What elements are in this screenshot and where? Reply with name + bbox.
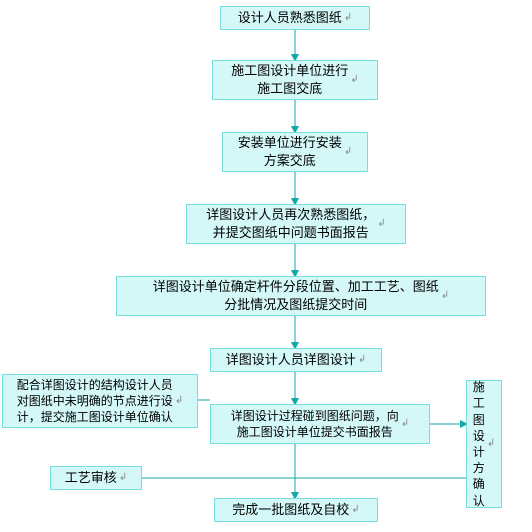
flownode-label: 配合详图设计的结构设计人员对图纸中未明确的节点进行设计，提交施工图设计单位确认: [17, 377, 173, 426]
flownode-label: 详图设计单位确定杆件分段位置、加工工艺、图纸分批情况及图纸提交时间: [153, 278, 439, 313]
editmark-icon: ↲: [350, 73, 358, 87]
editmark-icon: ↲: [441, 289, 449, 303]
flownode-label: 工艺审核: [65, 469, 117, 487]
flownode-n4: 详图设计人员再次熟悉图纸，并提交图纸中问题书面报告↲: [186, 204, 406, 244]
flownode-n11: 完成一批图纸及自校↲: [214, 498, 378, 522]
editmark-icon: ↲: [358, 353, 366, 367]
flownode-n10: 工艺审核↲: [50, 466, 142, 490]
editmark-icon: ↲: [344, 145, 352, 159]
flownode-label: 详图设计人员详图设计: [226, 351, 356, 369]
flownode-label: 安装单位进行安装方案交底: [238, 134, 342, 169]
flownode-n8: 详图设计过程碰到图纸问题，向施工图设计单位提交书面报告↲: [210, 404, 430, 444]
flownode-label: 施工图设计方确认: [473, 379, 485, 509]
flownode-label: 施工图设计单位进行施工图交底: [231, 62, 348, 97]
flownode-n6: 详图设计人员详图设计↲: [210, 348, 382, 372]
editmark-icon: ↲: [175, 394, 183, 408]
flownode-n5: 详图设计单位确定杆件分段位置、加工工艺、图纸分批情况及图纸提交时间↲: [116, 276, 486, 316]
editmark-icon: ↲: [487, 437, 495, 451]
editmark-icon: ↲: [401, 417, 409, 431]
flownode-label: 详图设计过程碰到图纸问题，向施工图设计单位提交书面报告: [231, 408, 399, 440]
editmark-icon: ↲: [377, 217, 385, 231]
editmark-icon: ↲: [119, 471, 127, 485]
flownode-n7: 配合详图设计的结构设计人员对图纸中未明确的节点进行设计，提交施工图设计单位确认↲: [2, 374, 198, 428]
flownode-label: 设计人员熟悉图纸: [238, 9, 342, 27]
flownode-n9: 施工图设计方确认↲: [466, 380, 502, 508]
flownode-n2: 施工图设计单位进行施工图交底↲: [212, 60, 378, 100]
flownode-label: 详图设计人员再次熟悉图纸，并提交图纸中问题书面报告: [206, 206, 375, 241]
flownode-label: 完成一批图纸及自校: [232, 501, 349, 519]
editmark-icon: ↲: [351, 503, 359, 517]
editmark-icon: ↲: [344, 11, 352, 25]
flownode-n1: 设计人员熟悉图纸↲: [220, 6, 370, 30]
flownode-n3: 安装单位进行安装方案交底↲: [222, 132, 368, 172]
